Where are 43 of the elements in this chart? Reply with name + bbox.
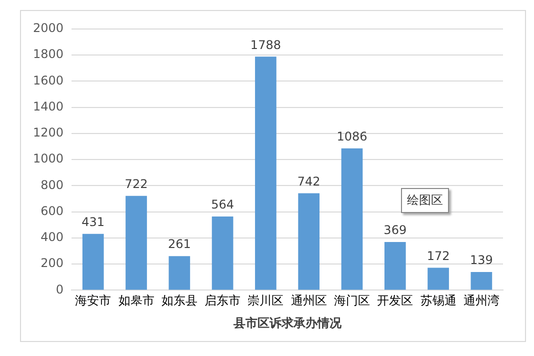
y-tick-label: 1000 [32, 152, 64, 166]
bar [341, 148, 363, 290]
y-tick-label: 1600 [32, 73, 64, 88]
bar [428, 268, 449, 290]
x-tick-label: 海安市 [75, 294, 112, 308]
data-label: 261 [168, 237, 191, 252]
y-tick-label: 200 [40, 256, 64, 270]
y-tick-label: 1400 [32, 99, 64, 114]
data-label: 139 [470, 253, 493, 268]
x-axis-title: 县市区诉求承办情况 [232, 316, 342, 330]
data-label: 722 [124, 177, 148, 192]
data-label: 1086 [336, 129, 368, 144]
x-tick-label: 启东市 [204, 294, 241, 308]
bar [82, 234, 104, 290]
y-tick-label: 1800 [32, 47, 64, 62]
y-tick-label: 2000 [32, 21, 64, 36]
data-label: 1788 [250, 38, 281, 52]
y-tick-label: 400 [40, 230, 64, 244]
y-tick-label: 600 [40, 204, 64, 218]
data-label: 172 [426, 248, 450, 263]
data-label: 431 [82, 215, 105, 230]
x-tick-label: 通州区 [290, 294, 327, 308]
x-tick-label: 苏锡通 [420, 294, 456, 308]
data-label: 742 [297, 174, 320, 188]
bar [212, 216, 234, 290]
data-label: 564 [211, 198, 234, 212]
x-tick-label: 如东县 [161, 294, 198, 308]
annotation: 绘图区 [401, 188, 450, 214]
x-tick-label: 如皋市 [118, 294, 154, 308]
x-tick-label: 崇川区 [248, 294, 284, 308]
bar [255, 56, 276, 290]
x-tick-label: 海门区 [334, 294, 370, 308]
bar [298, 193, 320, 290]
bar [168, 256, 190, 290]
bar [470, 272, 492, 290]
y-tick-label: 0 [56, 282, 64, 296]
y-tick-label: 800 [40, 178, 64, 192]
bar [126, 196, 147, 290]
bar [384, 242, 406, 290]
data-label: 369 [384, 223, 407, 238]
x-tick-label: 通州湾 [463, 294, 500, 308]
x-tick-label: 开发区 [377, 294, 414, 308]
y-tick-label: 1200 [32, 126, 64, 140]
